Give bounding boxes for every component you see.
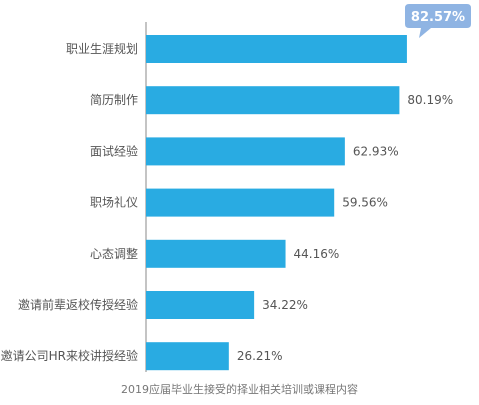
chart-caption: 2019应届毕业生接受的择业相关培训或课程内容 [121, 383, 358, 396]
value-label-6: 26.21% [237, 349, 283, 363]
highlight-callout: 82.57% [405, 4, 471, 38]
category-label-4: 心态调整 [90, 246, 138, 261]
value-label-4: 44.16% [294, 247, 340, 261]
category-label-1: 简历制作 [90, 93, 138, 107]
category-label-3: 职场礼仪 [90, 195, 138, 210]
category-label-2: 面试经验 [90, 143, 138, 158]
bar-6 [146, 342, 229, 371]
category-label-0: 职业生涯规划 [66, 41, 138, 56]
bar-5 [146, 291, 255, 319]
value-label-5: 34.22% [262, 298, 308, 312]
bar-2 [146, 137, 345, 166]
value-label-group: 80.19% 62.93% 59.56% 44.16% 34.22% 26.21% [237, 93, 453, 363]
value-label-3: 59.56% [342, 196, 388, 210]
callout-bubble [405, 4, 471, 38]
category-label-group: 职业生涯规划简历制作面试经验职场礼仪心态调整邀请前辈返校传授经验邀请公司HR来校… [1, 41, 138, 363]
bar-group [146, 35, 407, 371]
category-label-5: 邀请前辈返校传授经验 [18, 297, 138, 312]
bar-1 [146, 86, 400, 115]
category-label-6: 邀请公司HR来校讲授经验 [1, 348, 138, 363]
value-label-1: 80.19% [407, 93, 453, 107]
bar-0 [146, 35, 407, 63]
value-label-0: 82.57% [411, 10, 465, 25]
bar-3 [146, 188, 335, 217]
bar-4 [146, 239, 286, 268]
value-label-2: 62.93% [353, 144, 399, 158]
